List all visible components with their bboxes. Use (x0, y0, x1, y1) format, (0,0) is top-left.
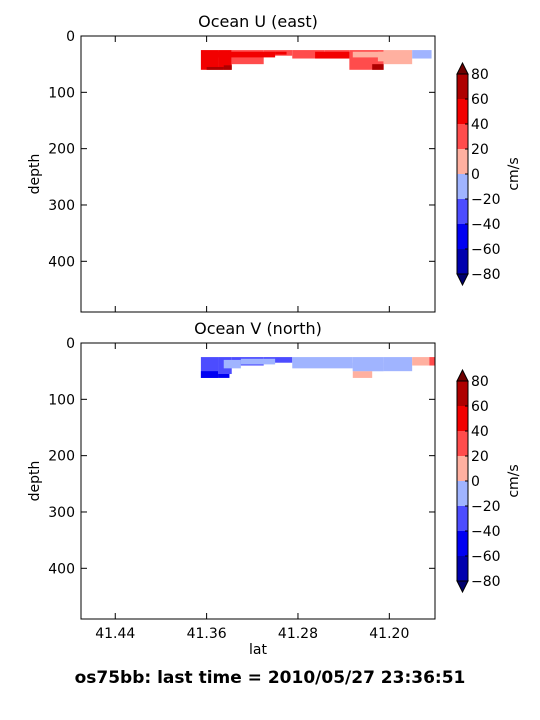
colorbar-label-v: cm/s (506, 464, 522, 497)
colorbar-band (457, 431, 468, 456)
x-tick-label: 41.36 (187, 626, 227, 642)
colorbar-tick-label: −40 (471, 524, 501, 540)
colorbar-band (457, 99, 468, 124)
colorbar-band (457, 506, 468, 531)
colorbar-tick-label: −20 (471, 192, 501, 208)
colorbar-band (457, 224, 468, 249)
colorbar-band (457, 381, 468, 406)
contour-cell (275, 51, 287, 55)
x-tick-label: 41.28 (278, 626, 318, 642)
colorbar-tick-label: −20 (471, 499, 501, 515)
contour-cell (377, 51, 394, 62)
colorbar-tick-label: −60 (471, 242, 501, 258)
colorbar-band (457, 199, 468, 224)
chart-title-u: Ocean U (east) (198, 12, 318, 31)
colorbar-extend-min (456, 273, 469, 287)
y-tick-label: 100 (48, 85, 75, 101)
colorbar-tick-label: −80 (471, 574, 501, 590)
contour-cell (223, 65, 232, 70)
colorbar-tick-label: 60 (471, 92, 489, 108)
contour-cell (412, 50, 432, 59)
y-tick-label: 0 (66, 336, 75, 352)
y-tick-label: 0 (66, 29, 75, 45)
contour-cell (223, 51, 276, 58)
colorbar-band (457, 174, 468, 199)
colorbar-band (457, 249, 468, 274)
plot-frame-u (80, 35, 436, 313)
x-axis-ticks-v: 41.44 41.36 41.28 41.20 (95, 343, 409, 642)
colorbar-band (457, 556, 468, 581)
contour-cell (429, 357, 435, 366)
contour-cell (352, 51, 384, 58)
colorbar-extend-max (456, 368, 469, 382)
contour-cell (206, 66, 224, 70)
y-tick-label: 400 (48, 561, 75, 577)
colorbar-tick-label: −80 (471, 267, 501, 283)
footer-caption: os75bb: last time = 2010/05/27 23:36:51 (75, 668, 466, 688)
colorbar-tick-label: −40 (471, 217, 501, 233)
colorbar-tick-label: 40 (471, 117, 489, 133)
colorbar-tick-label: 40 (471, 424, 489, 440)
colorbar-tick-label: 20 (471, 142, 489, 158)
contour-cell (200, 371, 219, 378)
colorbar-extend-max (456, 61, 469, 75)
colorbar-tick-label: 0 (471, 167, 480, 183)
y-tick-label: 100 (48, 392, 75, 408)
colorbar-band (457, 124, 468, 149)
contour-cell (383, 357, 413, 372)
colorbar-band (457, 531, 468, 556)
x-tick-label: 41.44 (95, 626, 135, 642)
colorbar-tick-label: 0 (471, 474, 480, 490)
plot-frame-v (80, 342, 436, 620)
colorbar-tick-label: −60 (471, 549, 501, 565)
contour-cell (352, 362, 384, 372)
y-axis-label-u: depth (27, 154, 43, 195)
contour-cell (372, 64, 384, 70)
contour-cell (204, 51, 224, 58)
y-axis-ticks-u: 0 100 200 300 400 (48, 29, 435, 270)
colorbar-extend-min (456, 580, 469, 594)
contour-cell (218, 373, 230, 378)
contour-cell (223, 359, 241, 369)
y-tick-label: 200 (48, 449, 75, 465)
y-tick-label: 300 (48, 198, 75, 214)
contour-fill-u (200, 50, 432, 70)
y-tick-label: 300 (48, 505, 75, 521)
colorbar-tick-label: 80 (471, 374, 489, 390)
contour-fill-v (200, 357, 435, 378)
colorbar-band (457, 481, 468, 506)
colorbar-u: 80 60 40 20 0 −20 −40 −60 −80 (456, 61, 501, 287)
contour-cell (240, 358, 276, 365)
y-axis-ticks-v: 0 100 200 300 400 (48, 336, 435, 577)
x-axis-ticks-u (114, 36, 390, 312)
x-tick-label: 41.20 (369, 626, 409, 642)
contour-cell (292, 357, 353, 369)
colorbar-band (457, 406, 468, 431)
colorbar-label-u: cm/s (506, 157, 522, 190)
contour-cell (352, 371, 373, 378)
y-tick-label: 400 (48, 254, 75, 270)
contour-cell (412, 357, 430, 366)
colorbar-v: 80 60 40 20 0 −20 −40 −60 −80 (456, 368, 501, 594)
contour-cell (315, 51, 350, 59)
colorbar-tick-label: 20 (471, 449, 489, 465)
contour-cell (263, 357, 293, 363)
x-axis-label-v: lat (249, 642, 267, 658)
colorbar-tick-label: 80 (471, 67, 489, 83)
y-axis-label-v: depth (27, 461, 43, 502)
colorbar-band (457, 149, 468, 174)
y-tick-label: 200 (48, 142, 75, 158)
contour-cell (292, 50, 325, 59)
colorbar-band (457, 74, 468, 99)
colorbar-band (457, 456, 468, 481)
chart-title-v: Ocean V (north) (194, 319, 322, 338)
colorbar-tick-label: 60 (471, 399, 489, 415)
